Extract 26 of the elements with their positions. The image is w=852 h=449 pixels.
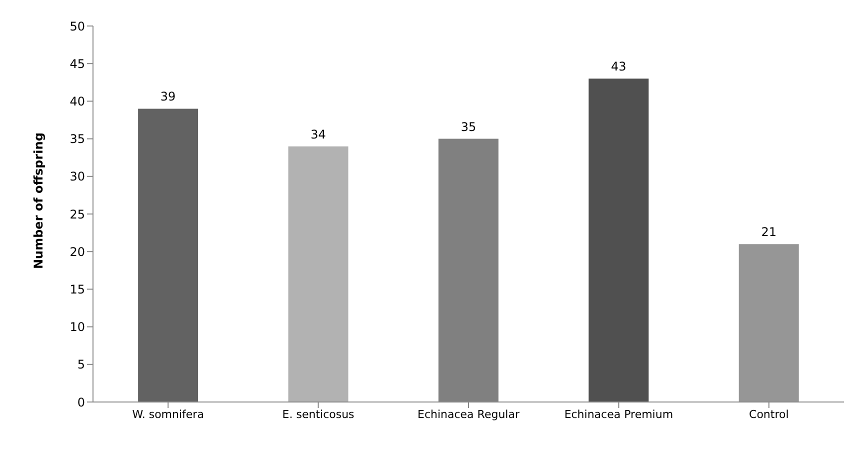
y-tick-label: 45 xyxy=(70,56,85,71)
data-label: 39 xyxy=(160,90,176,104)
y-tick-label: 50 xyxy=(70,19,85,34)
y-tick-label: 35 xyxy=(70,132,85,146)
y-tick-label: 20 xyxy=(70,244,85,259)
data-label: 43 xyxy=(611,60,626,74)
x-tick-label: Echinacea Regular xyxy=(418,408,520,421)
y-tick-label: 0 xyxy=(77,395,85,410)
data-label: 35 xyxy=(460,120,476,134)
y-axis-title: Number of offspring xyxy=(31,132,46,269)
y-tick-label: 10 xyxy=(70,320,85,334)
y-tick-label: 5 xyxy=(77,358,85,372)
bar xyxy=(288,146,348,402)
data-label: 34 xyxy=(310,127,326,142)
data-label: 21 xyxy=(761,225,776,240)
y-tick-label: 15 xyxy=(70,282,85,296)
y-tick-label: 30 xyxy=(70,170,85,184)
bar xyxy=(588,78,649,402)
x-tick-label: Echinacea Premium xyxy=(564,408,674,421)
y-tick-label: 25 xyxy=(70,207,85,222)
y-tick-label: 40 xyxy=(70,94,85,108)
bar xyxy=(138,108,198,402)
x-tick-label: Control xyxy=(749,408,789,421)
x-tick-label: W. somnifera xyxy=(132,408,204,421)
x-tick-label: E. senticosus xyxy=(282,408,355,421)
bar xyxy=(738,244,799,402)
